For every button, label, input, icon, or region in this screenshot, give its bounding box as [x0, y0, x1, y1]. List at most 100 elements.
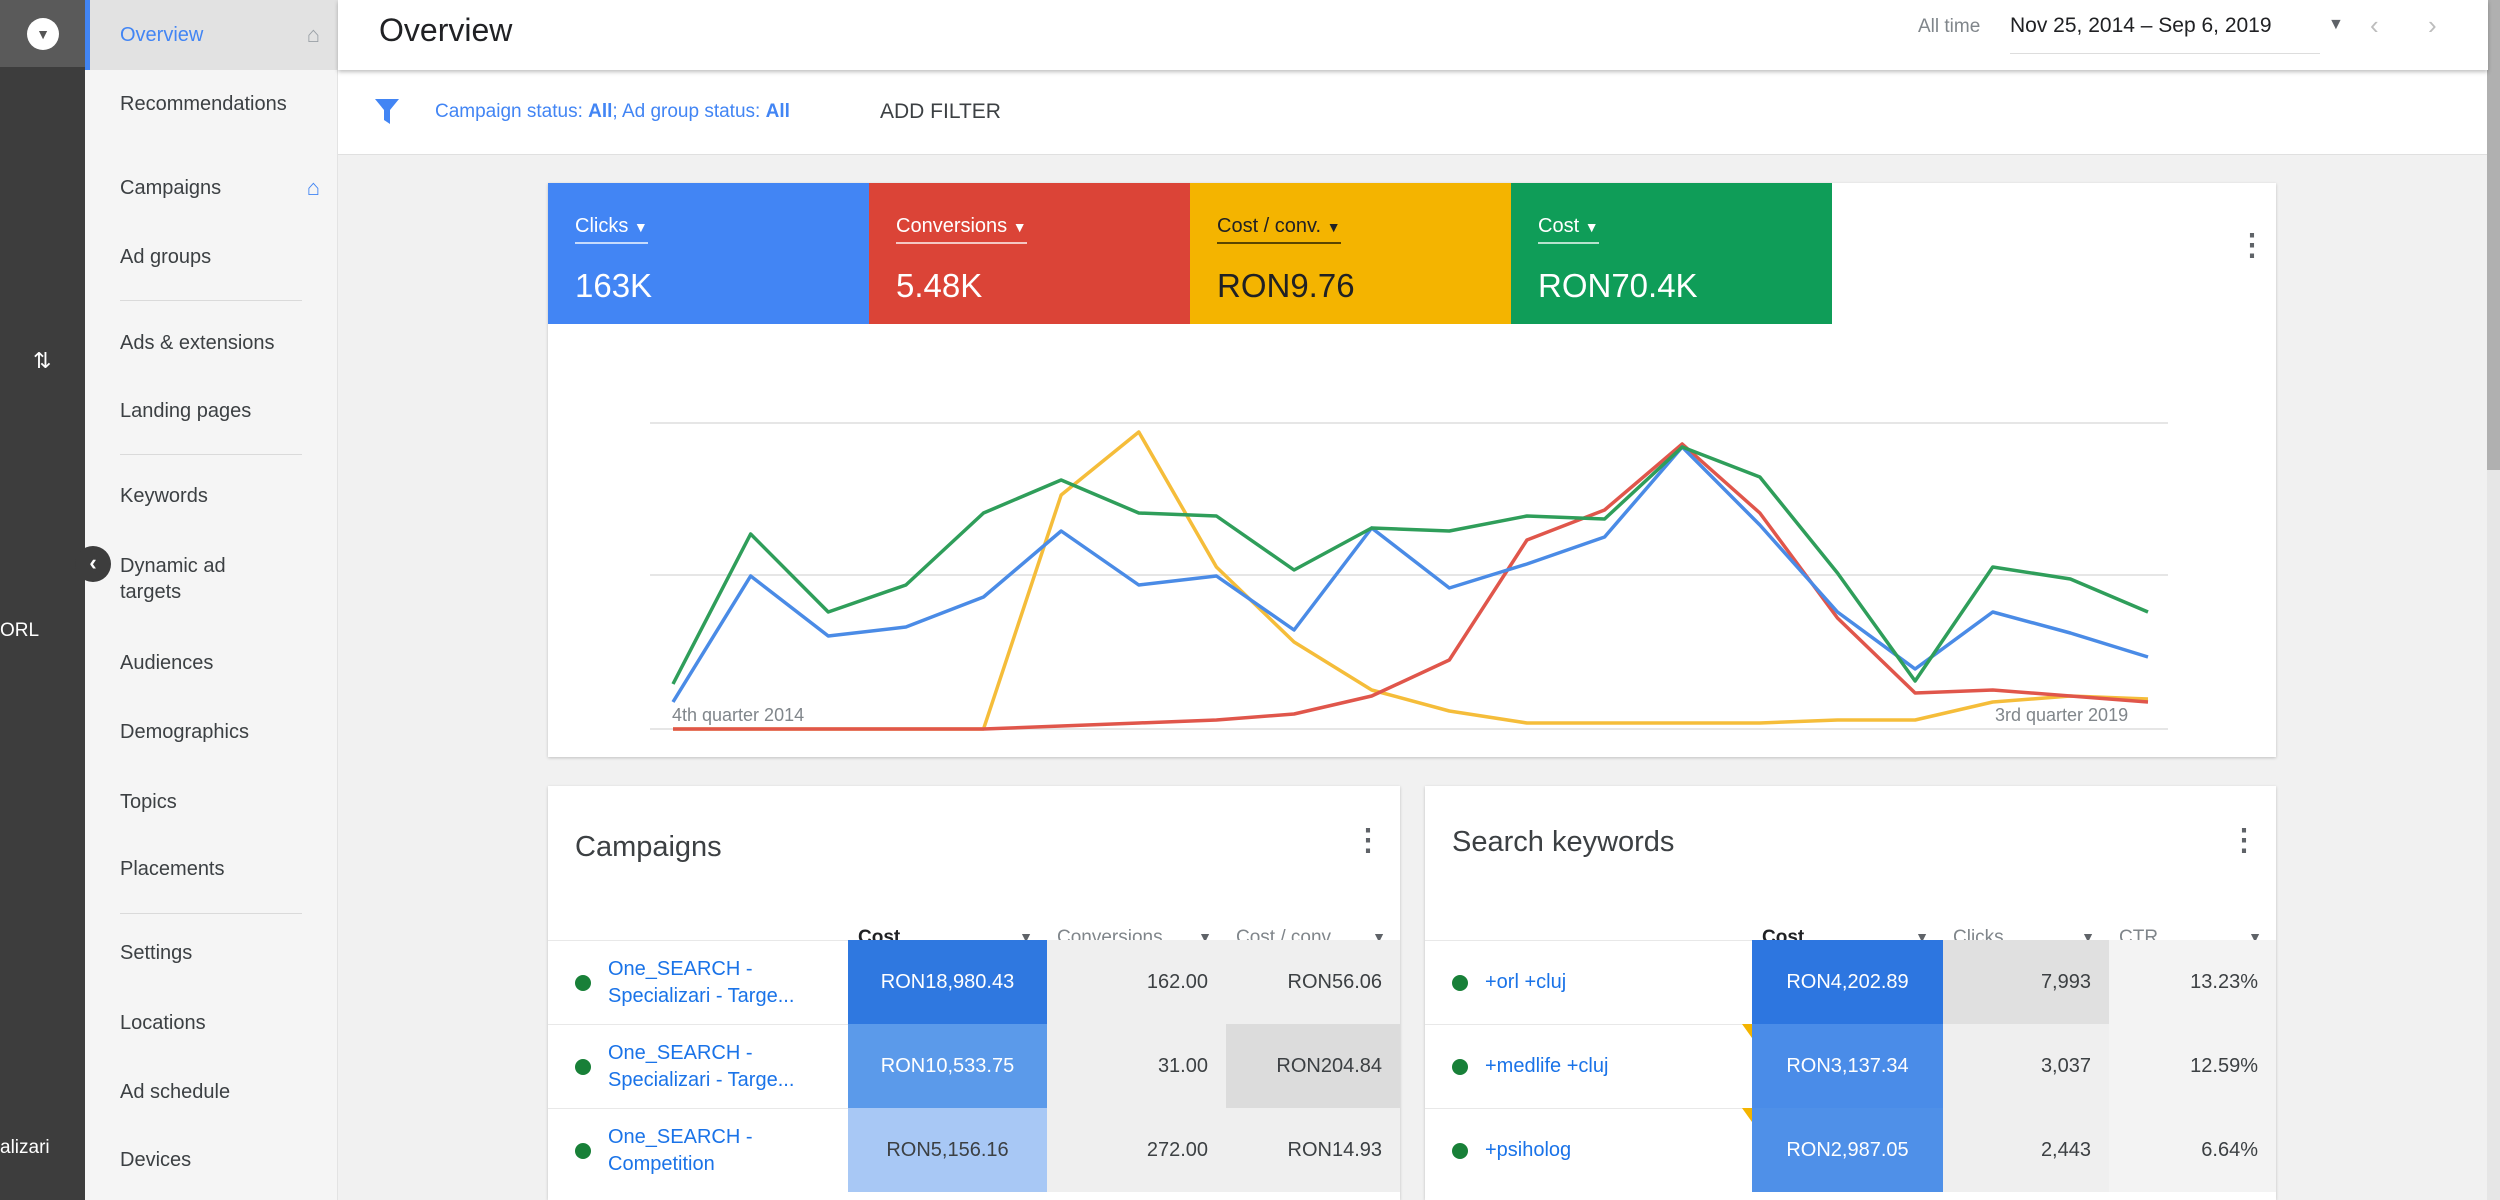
date-range-picker[interactable]: Nov 25, 2014 – Sep 6, 2019 — [2010, 14, 2320, 54]
series-line-clicks[interactable] — [671, 445, 2149, 703]
metric-tile[interactable]: Conversions ▼ 5.48K — [869, 183, 1190, 324]
sidebar-item-ad-groups[interactable]: Ad groups — [120, 246, 212, 268]
table-row[interactable]: One_SEARCH - Specializari - Targe... — [548, 1024, 848, 1108]
sidebar-item-audiences[interactable]: Audiences — [120, 652, 214, 674]
table-cell: RON204.84 — [1226, 1024, 1400, 1108]
x-axis-start-label: 4th quarter 2014 — [672, 705, 805, 725]
metric-tile[interactable]: Cost ▼ RON70.4K — [1511, 183, 1832, 324]
sidebar-item-landing-pages[interactable]: Landing pages — [120, 400, 252, 422]
table-row[interactable]: One_SEARCH - Specializari - Targe... — [548, 940, 848, 1024]
dropdown-icon: ▼ — [1012, 219, 1027, 235]
next-period-icon[interactable]: › — [2428, 10, 2437, 40]
more-options-icon[interactable]: ⋮ — [2237, 229, 2267, 262]
account-menu-icon[interactable]: ▼ — [27, 18, 59, 50]
sidebar-item-topics[interactable]: Topics — [120, 791, 177, 813]
performance-line-chart — [650, 422, 2168, 731]
sidebar-item-settings[interactable]: Settings — [120, 942, 193, 964]
sidebar-item-campaigns[interactable]: Campaigns ⌂ — [85, 175, 338, 201]
sidebar-item-ads-extensions[interactable]: Ads & extensions — [120, 332, 275, 354]
table-cell: 6.64% — [2109, 1108, 2276, 1192]
sidebar-item-demographics[interactable]: Demographics — [120, 721, 249, 743]
home-icon: ⌂ — [306, 22, 320, 47]
metric-value: 5.48K — [896, 267, 983, 304]
table-cell: 3,037 — [1943, 1024, 2109, 1108]
series-line-cost[interactable] — [671, 445, 2149, 685]
metric-label-text: Cost / conv. — [1217, 215, 1322, 237]
row-link[interactable]: One_SEARCH - Competition — [608, 1126, 753, 1175]
status-enabled-icon — [1452, 1059, 1468, 1075]
sidebar-item-ad-schedule[interactable]: Ad schedule — [120, 1081, 231, 1103]
metric-label[interactable]: Cost / conv. ▼ — [1217, 215, 1341, 244]
table-cell: 162.00 — [1047, 940, 1226, 1024]
home-icon: ⌂ — [306, 175, 320, 200]
metric-label[interactable]: Clicks ▼ — [575, 215, 648, 244]
sidebar-item-overview[interactable]: Overview ⌂ — [85, 0, 338, 70]
search-keywords-card: Search keywords ⋮ Cost ▼ Clicks ▼ CTR ▼ +orl +… — [1425, 786, 2276, 1200]
scrollbar-thumb[interactable] — [2487, 0, 2500, 470]
sidebar-item-recommendations[interactable]: Recommendations — [120, 93, 287, 115]
table-cell: 12.59% — [2109, 1024, 2276, 1108]
filter-value: All — [588, 101, 613, 122]
metric-label[interactable]: Cost ▼ — [1538, 215, 1599, 244]
page-title: Overview — [379, 12, 513, 48]
table-cell: 13.23% — [2109, 940, 2276, 1024]
table-cell: RON14.93 — [1226, 1108, 1400, 1192]
table-cell: RON4,202.89 — [1752, 940, 1943, 1024]
sidebar-item-keywords[interactable]: Keywords — [120, 485, 208, 507]
row-link[interactable]: +medlife +cluj — [1485, 1055, 1609, 1077]
table-row[interactable]: +medlife +cluj — [1425, 1024, 1752, 1108]
sidebar-item-placements[interactable]: Placements — [120, 858, 225, 880]
metric-tile[interactable]: Clicks ▼ 163K — [548, 183, 869, 324]
table-row[interactable]: +psiholog — [1425, 1108, 1752, 1192]
table-cell: 272.00 — [1047, 1108, 1226, 1192]
divider — [120, 913, 302, 914]
status-enabled-icon — [575, 1059, 591, 1075]
metric-tile[interactable]: Cost / conv. ▼ RON9.76 — [1190, 183, 1511, 324]
metric-label[interactable]: Conversions ▼ — [896, 215, 1027, 244]
row-link[interactable]: One_SEARCH - Specializari - Targe... — [608, 1042, 795, 1091]
metric-label-text: Clicks — [575, 215, 629, 237]
sidebar-item-locations[interactable]: Locations — [120, 1012, 206, 1034]
sidebar-item-label: Campaigns — [120, 177, 222, 199]
overview-chart-card: Clicks ▼ 163K Conversions ▼ 5.48K Cost /… — [548, 183, 2276, 757]
campaigns-card: Campaigns ⋮ Cost ▼ Conversions ▼ Cost / conv… — [548, 786, 1400, 1200]
metric-value: RON9.76 — [1217, 267, 1355, 304]
more-options-icon[interactable]: ⋮ — [2229, 824, 2259, 857]
rail-header: ▼ — [0, 0, 85, 67]
filter-summary[interactable]: Campaign status: All; Ad group status: A… — [435, 101, 790, 123]
table-row[interactable]: +orl +cluj — [1425, 940, 1752, 1024]
row-link[interactable]: One_SEARCH - Specializari - Targe... — [608, 958, 795, 1007]
row-link[interactable]: +psiholog — [1485, 1139, 1572, 1161]
scrollbar[interactable] — [2487, 0, 2500, 1200]
status-enabled-icon — [575, 1143, 591, 1159]
dropdown-icon: ▼ — [633, 219, 648, 235]
sidebar-item-label: Overview — [120, 24, 204, 46]
app-rail: ▼ ⇅ ORL alizari — [0, 0, 85, 1200]
filter-icon[interactable] — [374, 98, 400, 126]
metric-value: RON70.4K — [1538, 267, 1698, 304]
rail-text: ORL — [0, 620, 40, 641]
table-cell: RON3,137.34 — [1752, 1024, 1943, 1108]
status-enabled-icon — [1452, 975, 1468, 991]
table-row[interactable]: One_SEARCH - Competition — [548, 1108, 848, 1192]
date-dropdown-icon[interactable]: ▼ — [2328, 16, 2344, 33]
status-enabled-icon — [575, 975, 591, 991]
divider — [120, 454, 302, 455]
more-options-icon[interactable]: ⋮ — [1353, 824, 1383, 857]
card-title: Search keywords — [1452, 826, 1675, 858]
series-line-conversions[interactable] — [673, 442, 2149, 731]
flag-icon — [1742, 1108, 1752, 1122]
row-link[interactable]: +orl +cluj — [1485, 971, 1567, 993]
table-cell: 2,443 — [1943, 1108, 2109, 1192]
dropdown-icon: ▼ — [1584, 219, 1599, 235]
series-line-cost-conv-[interactable] — [673, 430, 2149, 731]
previous-period-icon[interactable]: ‹ — [2370, 10, 2379, 40]
table-cell: 31.00 — [1047, 1024, 1226, 1108]
collapse-nav-button[interactable]: ‹ — [75, 546, 111, 582]
sidebar-item-devices[interactable]: Devices — [120, 1149, 192, 1171]
add-filter-button[interactable]: ADD FILTER — [880, 100, 1001, 123]
status-enabled-icon — [1452, 1143, 1468, 1159]
filter-label: Campaign status: — [435, 101, 589, 122]
sort-arrows-icon[interactable]: ⇅ — [33, 348, 52, 373]
sidebar-item-dynamic-ad-targets[interactable]: Dynamic ad targets — [120, 555, 226, 603]
